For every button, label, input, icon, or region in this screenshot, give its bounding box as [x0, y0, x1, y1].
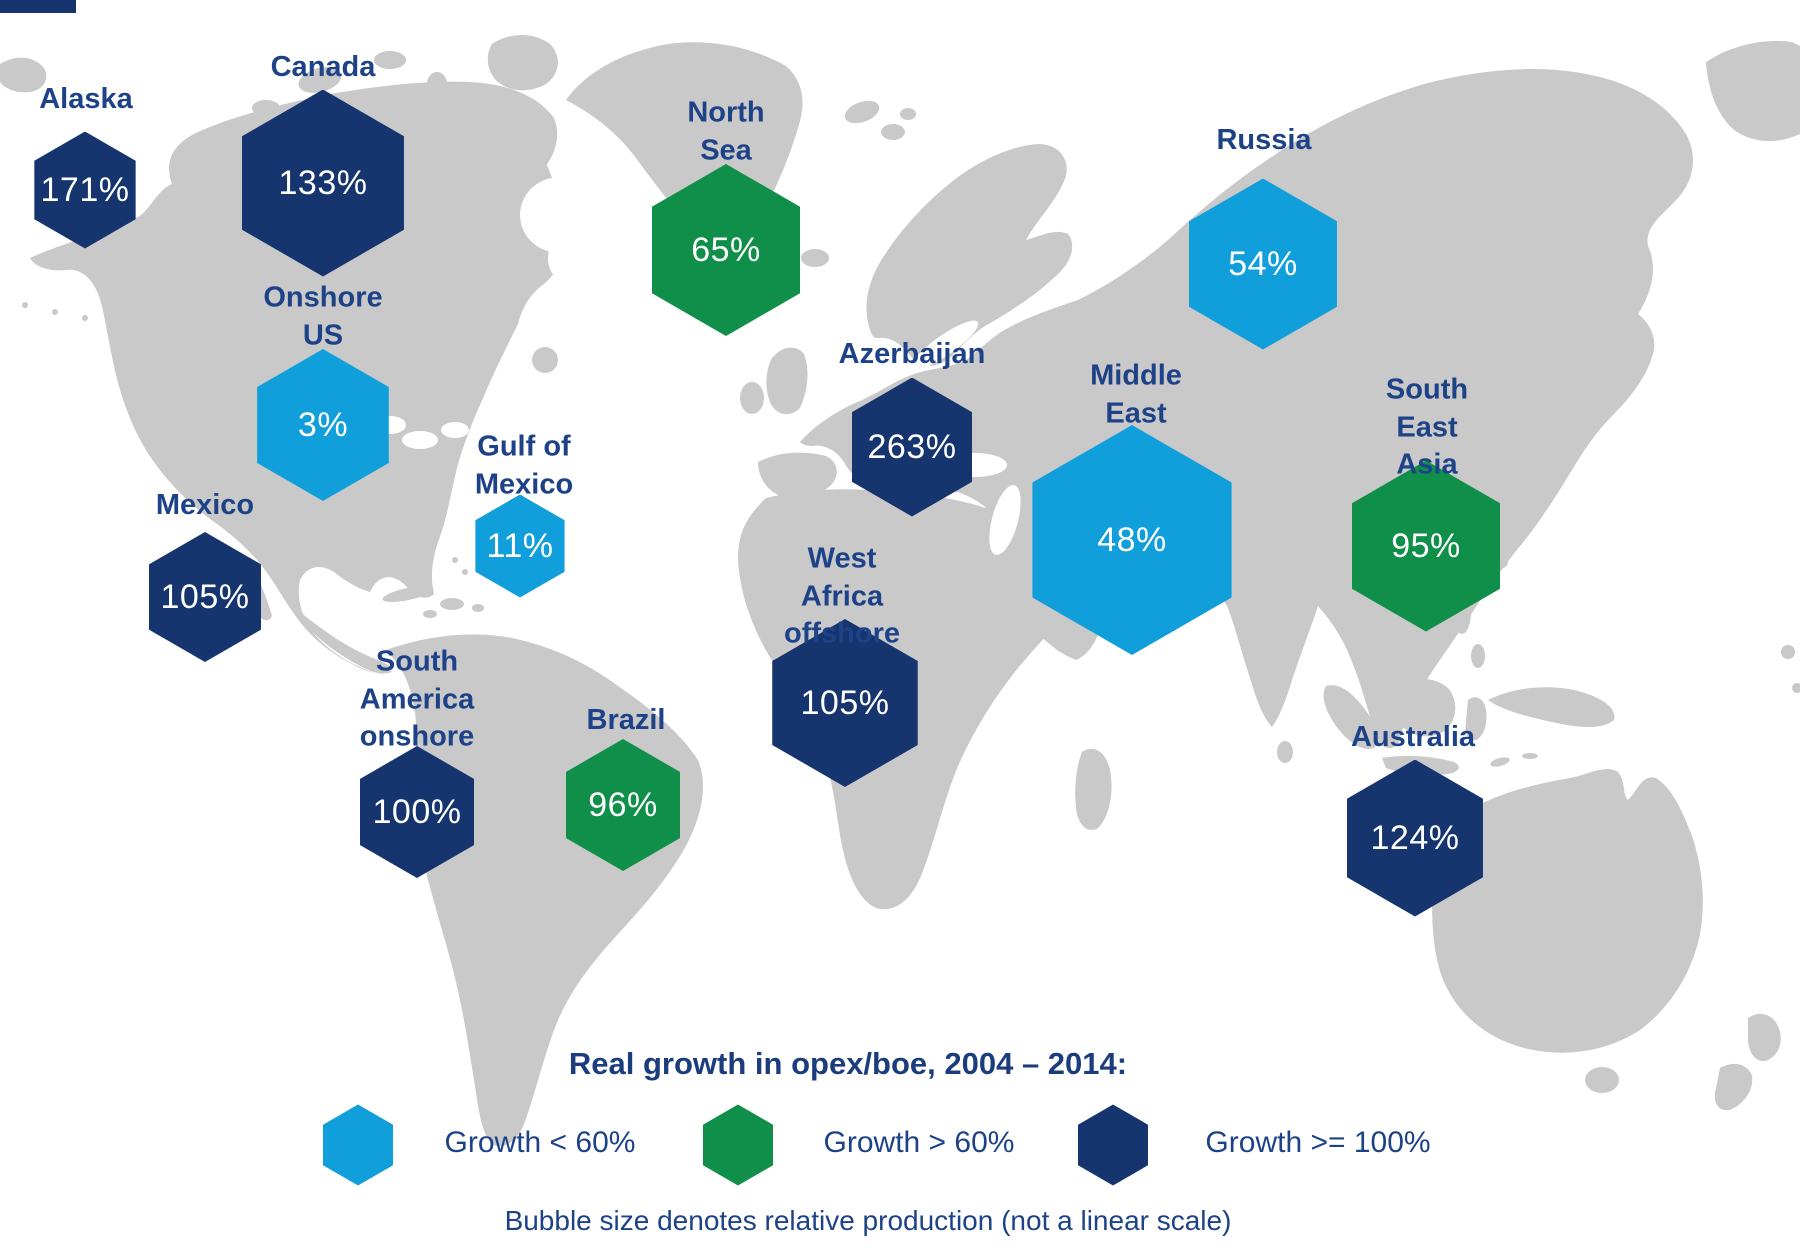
region-label: Australia — [1350, 721, 1476, 754]
region-label: Onshore US — [263, 281, 383, 351]
region-label: Azerbaijan — [838, 338, 986, 371]
region-label: South East Asia — [1385, 373, 1469, 481]
region-value: 96% — [588, 786, 658, 824]
region-value: 263% — [867, 428, 957, 466]
region-label: Brazil — [586, 704, 666, 737]
region-hexagon: 96% — [565, 739, 681, 871]
corner-mark — [0, 0, 76, 13]
region-label: Alaska — [39, 83, 133, 116]
land-chukotka — [0, 57, 47, 93]
region-value: 171% — [40, 171, 130, 209]
legend-note: Bubble size denotes relative production … — [504, 1205, 1232, 1236]
region-label: Middle East — [1090, 359, 1182, 429]
land-japan — [1498, 355, 1580, 485]
legend-item-label: Growth > 60% — [823, 1126, 1015, 1159]
region-value: 95% — [1391, 527, 1461, 565]
region-label: Mexico — [155, 489, 255, 522]
region-hexagon: 133% — [242, 89, 404, 277]
land-australia — [1431, 768, 1703, 1053]
legend-title: Real growth in opex/boe, 2004 – 2014: — [568, 1046, 1128, 1081]
region-hexagon: 105% — [148, 532, 262, 662]
region-label: Gulf of Mexico — [474, 430, 574, 500]
land-iberia — [758, 452, 837, 500]
region-hexagon: 65% — [651, 164, 801, 336]
region-label: West Africa offshore — [784, 542, 900, 650]
legend-hexagon-icon — [703, 1104, 773, 1186]
legend-item-label: Growth >= 100% — [1205, 1126, 1431, 1159]
land-madagascar — [1075, 748, 1112, 830]
region-label: South America onshore — [359, 645, 475, 753]
legend-item-label: Growth < 60% — [444, 1126, 636, 1159]
region-label: Canada — [270, 51, 376, 84]
region-value: 11% — [486, 527, 554, 565]
region-value: 54% — [1228, 245, 1298, 283]
region-value: 3% — [297, 406, 349, 444]
region-hexagon: 54% — [1188, 178, 1338, 350]
land-uk — [766, 347, 808, 415]
region-hexagon: 3% — [257, 349, 389, 501]
region-label: North Sea — [687, 96, 765, 166]
region-value: 124% — [1370, 819, 1460, 857]
region-value: 105% — [160, 578, 250, 616]
region-label: Russia — [1216, 124, 1312, 157]
land-new-guinea — [1488, 687, 1615, 727]
region-value: 65% — [691, 231, 761, 269]
region-value: 105% — [800, 684, 890, 722]
land-scandinavia — [866, 144, 1073, 367]
land-central-america — [300, 612, 392, 674]
region-value: 133% — [278, 164, 368, 202]
region-value: 48% — [1097, 521, 1167, 559]
region-hexagon: 95% — [1351, 460, 1501, 632]
region-value: 100% — [372, 793, 462, 831]
